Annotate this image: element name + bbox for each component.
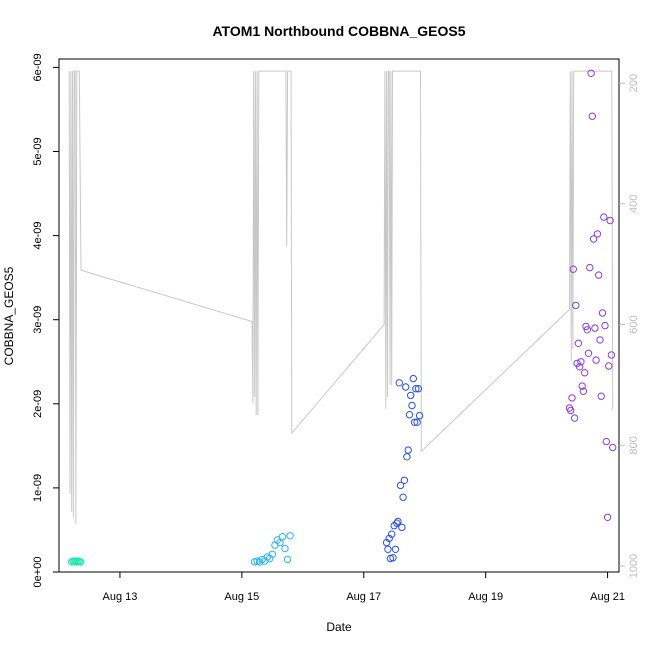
data-point-72 (593, 230, 602, 238)
data-point-75 (597, 392, 605, 400)
data-point-7 (76, 558, 85, 566)
data-point-32 (394, 517, 402, 526)
data-point-60 (578, 382, 586, 390)
data-point-71 (592, 356, 600, 364)
data-point-22 (286, 532, 294, 540)
data-point-52 (568, 394, 576, 402)
y2-tick-label-3: 800 (628, 436, 640, 454)
data-point-41 (405, 411, 414, 419)
data-point-80 (603, 513, 612, 521)
data-point-43 (408, 401, 416, 410)
data-point-39 (403, 453, 411, 461)
data-point-64 (583, 326, 591, 334)
data-point-24 (384, 545, 392, 553)
data-point-66 (586, 263, 594, 272)
x-tick-label-2: Aug 17 (346, 591, 381, 603)
data-point-62 (581, 369, 589, 377)
data-point-82 (606, 216, 614, 225)
data-point-61 (579, 387, 588, 395)
data-point-10 (255, 558, 264, 566)
x-tick-label-3: Aug 19 (468, 591, 503, 603)
data-point-68 (588, 112, 596, 120)
y-tick-label-5: 5e-09 (32, 137, 44, 165)
y2-tick-label-2: 600 (628, 315, 640, 333)
data-point-38 (402, 383, 410, 391)
data-point-28 (389, 554, 397, 562)
data-point-47 (413, 418, 421, 426)
data-point-42 (407, 391, 415, 400)
data-point-65 (584, 349, 593, 357)
data-point-45 (410, 418, 419, 426)
data-point-53 (569, 265, 577, 273)
data-point-59 (577, 358, 585, 366)
data-point-46 (412, 385, 420, 393)
data-point-37 (400, 476, 409, 484)
data-point-30 (391, 545, 400, 553)
y-tick-label-3: 3e-09 (32, 306, 44, 334)
y-tick-label-6: 6e-09 (32, 53, 44, 81)
y2-tick-label-1: 400 (628, 195, 640, 213)
x-axis-label: Date (326, 620, 352, 634)
y-axis-label: COBBNA_GEOS5 (2, 266, 16, 365)
data-point-67 (587, 69, 595, 78)
data-point-44 (409, 374, 417, 383)
data-point-14 (266, 554, 274, 563)
data-point-36 (399, 493, 407, 501)
x-tick-label-0: Aug 13 (103, 591, 138, 603)
data-point-63 (582, 322, 590, 331)
data-point-29 (390, 522, 398, 530)
y-tick-label-1: 1e-09 (32, 474, 44, 502)
scatter-points (68, 69, 617, 566)
chart-title: ATOM1 Northbound COBBNA_GEOS5 (212, 23, 465, 39)
y-tick-label-4: 4e-09 (32, 222, 44, 250)
y2-tick-label-4: 1000 (628, 554, 640, 578)
data-point-79 (602, 437, 610, 446)
data-point-19 (278, 533, 287, 541)
data-point-76 (598, 309, 607, 317)
data-point-54 (570, 414, 579, 422)
data-point-34 (396, 481, 405, 490)
data-point-84 (609, 443, 617, 452)
data-point-73 (595, 271, 603, 279)
data-point-17 (273, 536, 282, 544)
data-point-27 (388, 530, 396, 538)
data-point-31 (393, 519, 401, 527)
data-point-20 (281, 544, 289, 553)
data-point-55 (572, 301, 580, 310)
y-tick-label-2: 2e-09 (32, 390, 44, 418)
data-point-4 (73, 558, 81, 566)
data-point-49 (415, 411, 424, 420)
data-point-15 (268, 550, 276, 558)
data-point-69 (589, 235, 598, 243)
y2-tick-label-0: 200 (628, 74, 640, 92)
data-point-57 (574, 339, 583, 347)
data-point-35 (398, 523, 406, 532)
x-tick-label-4: Aug 21 (590, 591, 625, 603)
data-point-74 (596, 336, 604, 344)
data-point-33 (395, 379, 403, 387)
data-point-70 (591, 324, 599, 332)
x-tick-label-1: Aug 15 (224, 591, 259, 603)
data-point-83 (607, 351, 616, 359)
data-point-48 (414, 385, 423, 393)
data-point-81 (605, 362, 613, 370)
axes: Aug 13 Aug 15 Aug 17 Aug 19 Aug 21 0e+00 1e-09… (32, 53, 640, 603)
data-point-21 (283, 555, 292, 564)
data-point-25 (385, 534, 393, 543)
series-line (68, 70, 614, 524)
line-series (68, 70, 614, 524)
plot-frame (58, 58, 620, 573)
data-point-51 (567, 406, 575, 415)
data-point-40 (404, 446, 412, 454)
data-point-78 (601, 321, 609, 330)
data-point-58 (575, 363, 584, 371)
data-point-3 (71, 557, 80, 565)
y-tick-label-0: 0e+00 (32, 557, 44, 588)
data-point-77 (600, 213, 608, 221)
